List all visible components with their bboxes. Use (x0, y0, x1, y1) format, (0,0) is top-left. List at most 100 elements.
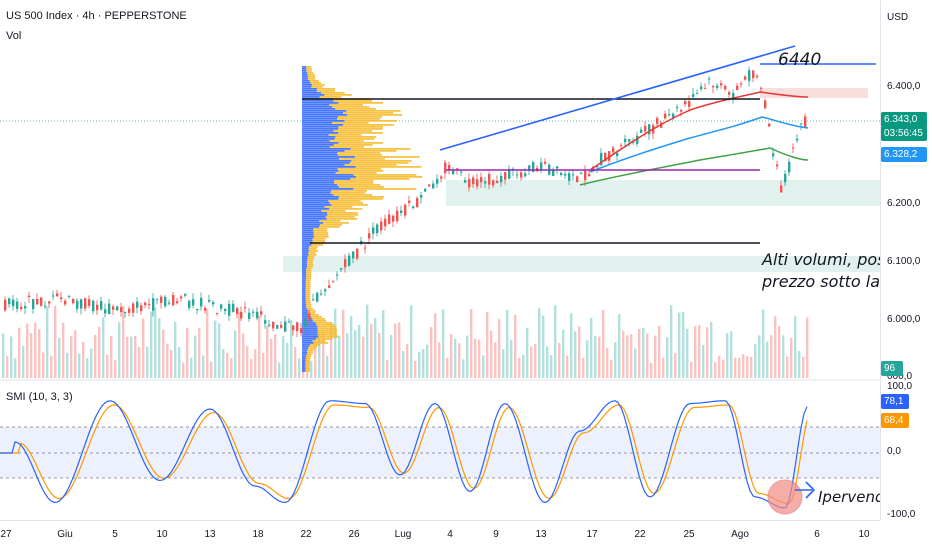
time-label: 13 (535, 529, 547, 540)
volume-bar (202, 355, 205, 378)
candle-body (756, 75, 759, 78)
candle-body (216, 312, 219, 314)
symbol-title[interactable]: US 500 Index · 4h · PEPPERSTONE (6, 10, 187, 22)
profile-row-yellow (355, 166, 422, 168)
candle-body (300, 328, 303, 334)
volume-bar (726, 333, 729, 378)
candle-body (464, 180, 467, 183)
volume-bar (502, 349, 505, 378)
candle-body (508, 168, 511, 179)
profile-row-yellow (311, 316, 323, 318)
time-label: 27 (0, 529, 12, 540)
volume-bar (10, 336, 13, 378)
candle-body (24, 306, 27, 309)
candle-body (744, 76, 747, 80)
volume-bar (766, 341, 769, 378)
profile-row-blue (302, 220, 320, 222)
volume-bar (694, 326, 697, 378)
price-axis[interactable]: USD 6.400,0 6.200,0 6.100,0 6.000,0 000,… (880, 0, 932, 520)
volume-bar (82, 341, 85, 378)
profile-row-yellow (329, 104, 363, 106)
profile-row-blue (302, 258, 308, 260)
candle-body (692, 94, 695, 97)
smi-axis-100: 100,0 (887, 381, 913, 392)
profile-row-blue (302, 352, 307, 354)
profile-row-yellow (305, 292, 311, 294)
candle-body (408, 200, 411, 203)
candle-body (768, 123, 771, 127)
profile-row-yellow (306, 278, 312, 280)
volume-bar (274, 334, 277, 378)
candle-body (436, 178, 439, 184)
volume-bar (178, 346, 181, 378)
candle-body (320, 293, 323, 295)
volume-profile (302, 66, 423, 372)
profile-row-yellow (334, 182, 374, 184)
candle-body (288, 321, 291, 323)
profile-row-yellow (338, 102, 383, 104)
candle-body (140, 305, 143, 312)
candle-body (496, 180, 499, 183)
candle-body (248, 312, 251, 319)
candle-body (696, 93, 699, 95)
candle-body (12, 299, 15, 307)
profile-row-yellow (306, 70, 312, 72)
candle-body (184, 294, 187, 296)
profile-row-yellow (305, 282, 311, 284)
volume-bar (462, 359, 465, 378)
profile-row-blue (302, 308, 308, 310)
currency-label[interactable]: USD (887, 12, 909, 23)
profile-row-yellow (319, 96, 342, 98)
trend-line[interactable] (439, 45, 796, 151)
volume-bar (794, 316, 797, 378)
profile-row-blue (302, 362, 306, 364)
candle-body (560, 172, 563, 175)
chart-area[interactable]: US 500 Index · 4h · PEPPERSTONE Vol SMI … (0, 0, 886, 520)
volume-bar (414, 360, 417, 378)
candle-body (504, 172, 507, 180)
profile-row-blue (302, 252, 309, 254)
price-chart[interactable] (0, 0, 880, 520)
volume-bar (702, 345, 705, 378)
candle-body (252, 311, 255, 313)
smi-label[interactable]: SMI (10, 3, 3) (6, 391, 73, 403)
ma-green-line (579, 147, 809, 186)
profile-row-yellow (305, 288, 311, 290)
candle-body (640, 129, 643, 133)
profile-row-yellow (331, 190, 367, 192)
profile-row-blue (302, 90, 317, 92)
candle-body (332, 281, 335, 283)
volume-bar (314, 336, 317, 378)
volume-bar (594, 336, 597, 378)
candle-body (168, 302, 171, 304)
profile-row-yellow (312, 84, 325, 86)
profile-row-blue (302, 344, 311, 346)
candle-body (404, 204, 407, 216)
profile-row-yellow (305, 290, 311, 292)
volume-bar (74, 330, 77, 378)
candle-body (644, 125, 647, 132)
profile-row-yellow (307, 264, 314, 266)
volume-bar (514, 314, 517, 378)
profile-row-yellow (329, 208, 363, 210)
volume-bar (626, 335, 629, 378)
candle-body (276, 325, 279, 329)
profile-row-blue (302, 114, 348, 116)
time-axis[interactable]: 27 Giu 5 10 13 18 22 26 Lug 4 9 13 17 22… (0, 520, 880, 551)
profile-row-yellow (321, 92, 345, 94)
volume-bar (618, 314, 621, 378)
profile-row-blue (302, 272, 307, 274)
profile-row-blue (302, 234, 314, 236)
candle-body (800, 123, 803, 125)
oversold-marker (767, 479, 803, 515)
profile-row-yellow (330, 192, 366, 194)
profile-row-blue (302, 196, 339, 198)
volume-bar (518, 357, 521, 378)
volume-bar (706, 327, 709, 378)
volume-bar (562, 329, 565, 378)
volume-bar (434, 313, 437, 378)
volume-bar (354, 330, 357, 378)
profile-row-yellow (307, 76, 315, 78)
profile-row-yellow (337, 154, 382, 156)
volume-bars (2, 304, 809, 378)
